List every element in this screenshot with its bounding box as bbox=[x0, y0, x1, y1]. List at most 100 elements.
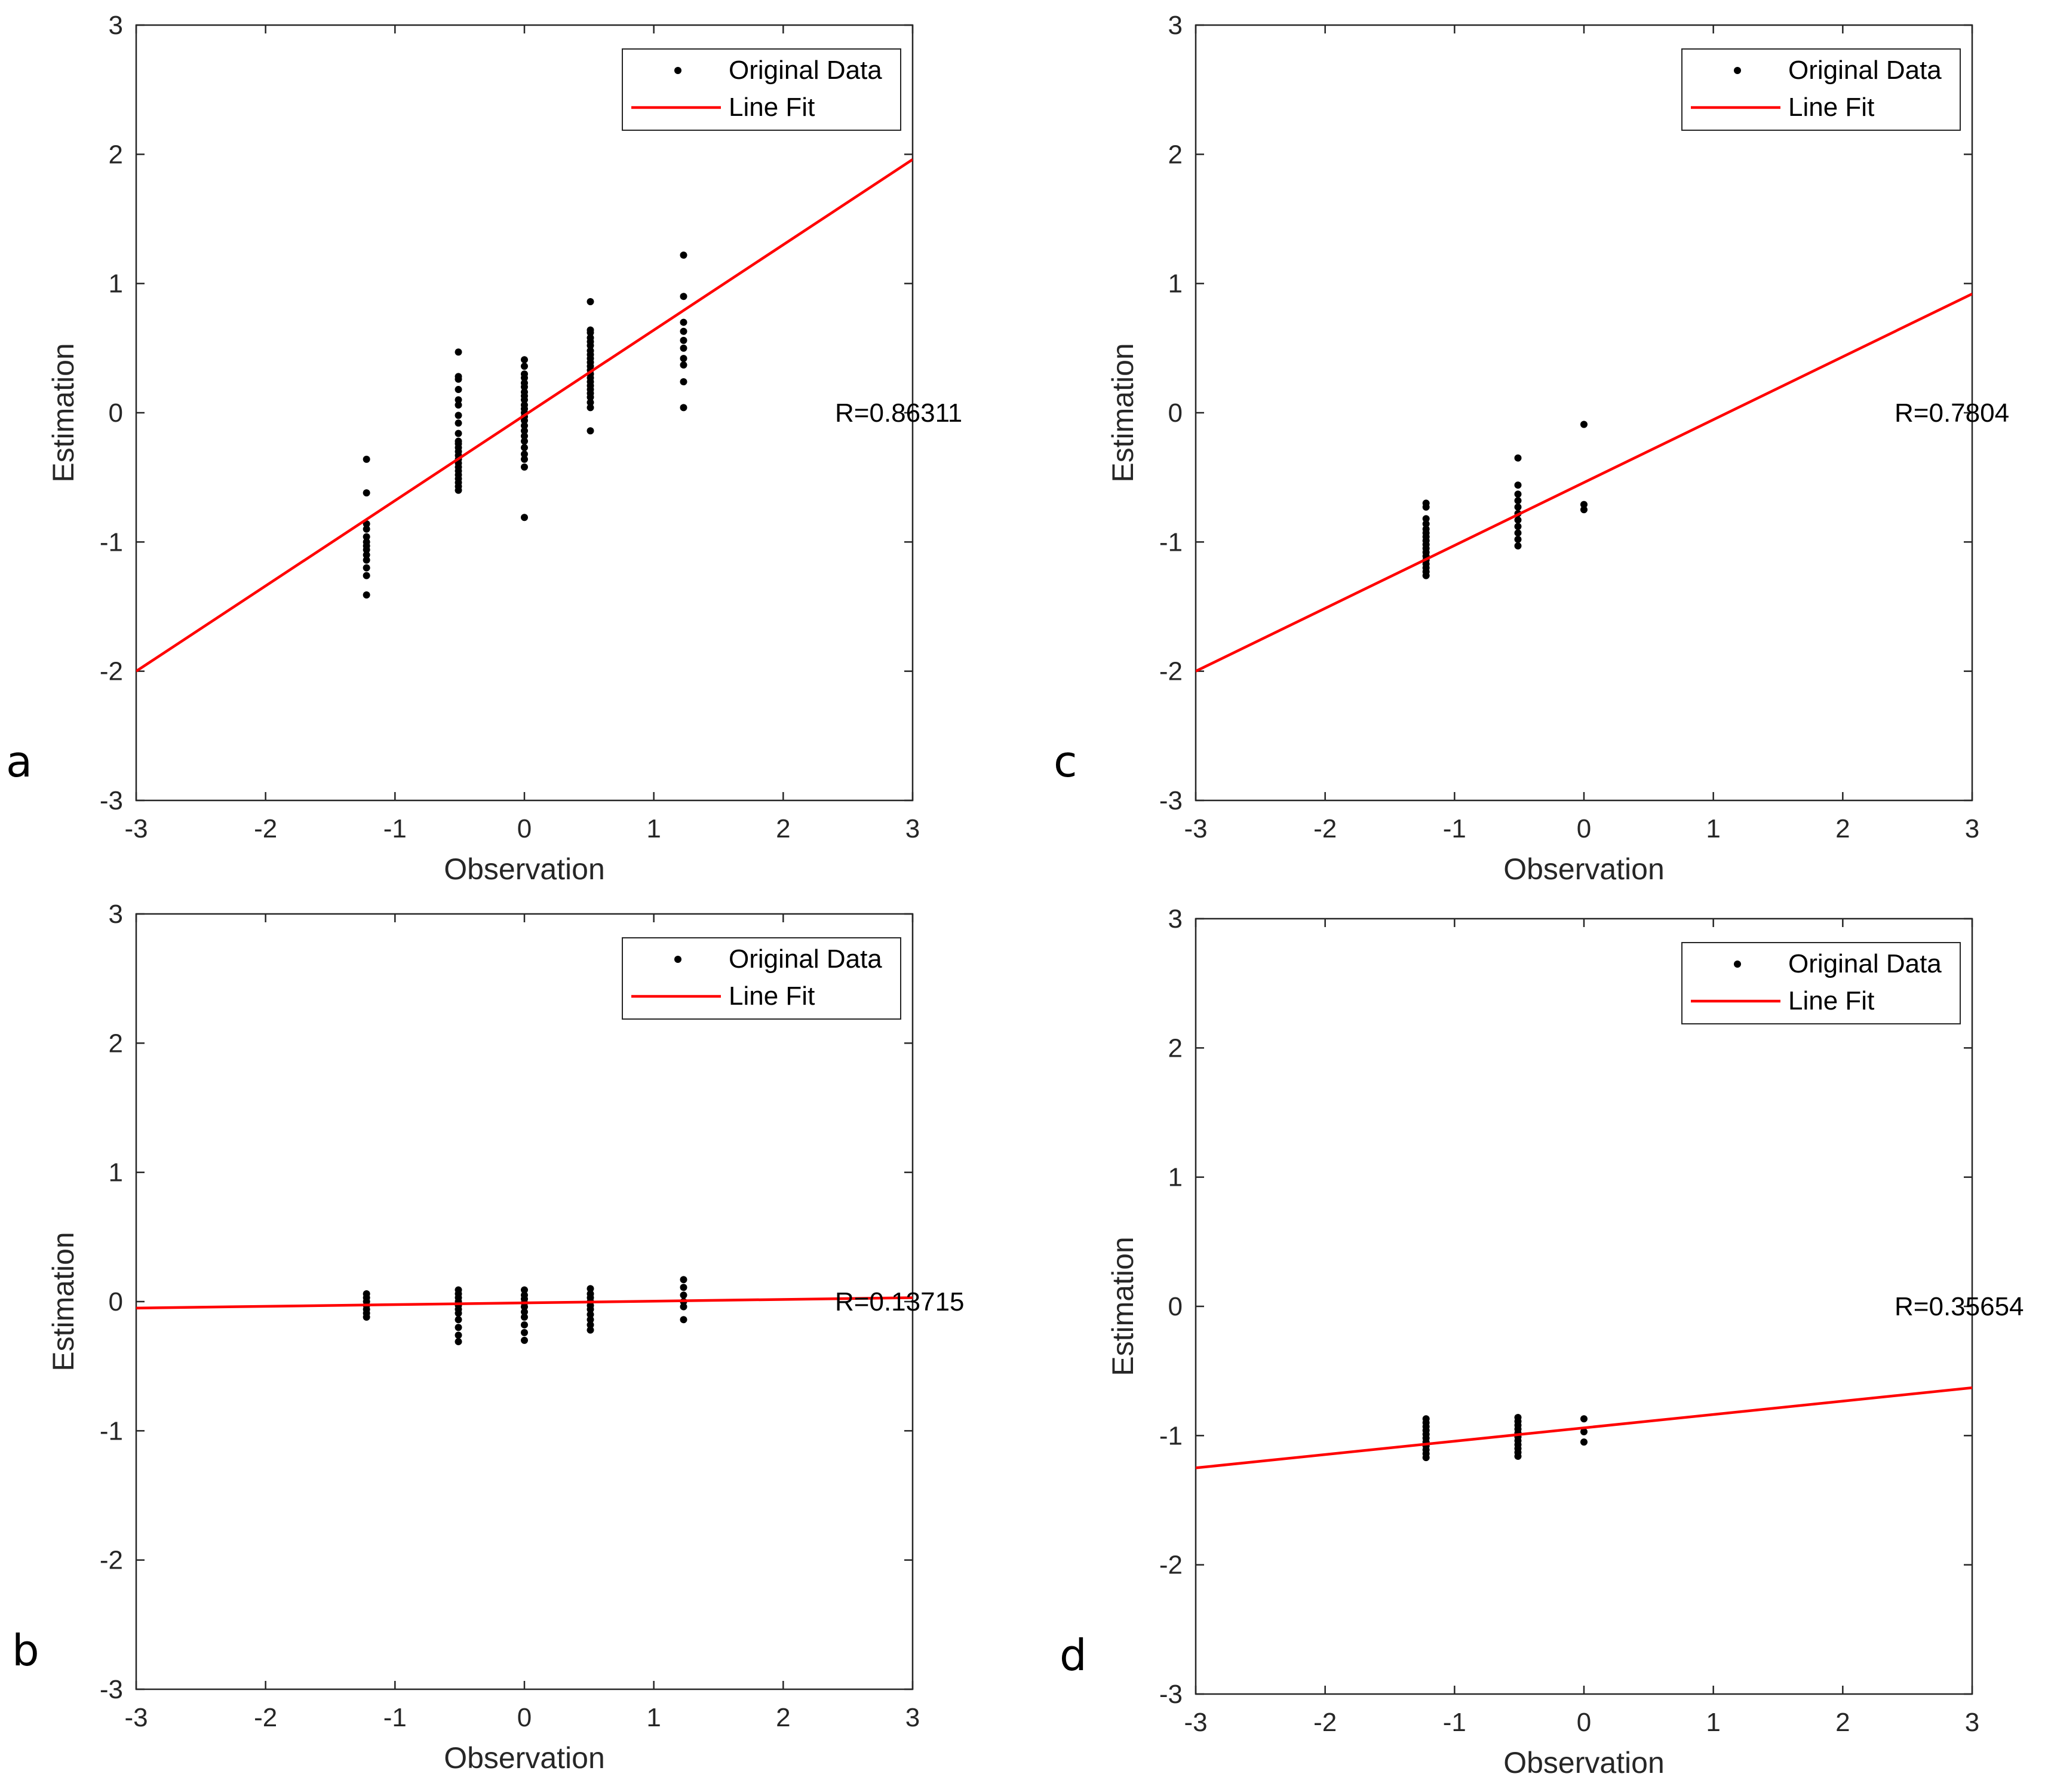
legend-label-original-data: Original Data bbox=[729, 56, 882, 85]
legend-label-original-data: Original Data bbox=[729, 944, 882, 974]
data-point bbox=[363, 564, 370, 572]
data-point bbox=[1515, 497, 1522, 504]
x-tick-label: -1 bbox=[1443, 814, 1466, 843]
panel-a: -3 -2 -1 0 1 2 3 -3 -2 -1 0 1 2 3 Observation Estimatio… bbox=[6, 11, 962, 886]
data-point bbox=[455, 1331, 462, 1339]
x-tick-label: -2 bbox=[1313, 814, 1337, 843]
x-axis-label: Observation bbox=[1503, 852, 1665, 886]
y-tick-label: -1 bbox=[1159, 527, 1183, 557]
panel-d: -3 -2 -1 0 1 2 3 -3 -2 -1 0 1 2 3 Observation Estimatio… bbox=[1060, 904, 2024, 1779]
x-tick-label: -3 bbox=[1184, 814, 1207, 843]
data-point bbox=[1580, 1415, 1588, 1422]
figure-canvas: -3 -2 -1 0 1 2 3 -3 -2 -1 0 1 2 3 Observation Estimatio… bbox=[0, 0, 2051, 1792]
x-tick-label: -2 bbox=[254, 1703, 277, 1732]
legend-label-line-fit: Line Fit bbox=[1788, 986, 1874, 1015]
data-point bbox=[1515, 481, 1522, 489]
y-tick-label: -3 bbox=[1159, 786, 1183, 815]
data-point bbox=[363, 557, 370, 564]
x-tick-label: -3 bbox=[124, 1703, 148, 1732]
data-point bbox=[455, 1309, 462, 1317]
r-value-annotation: R=0.86311 bbox=[835, 398, 962, 428]
panel-letter: d bbox=[1060, 1630, 1087, 1680]
panel-b: -3 -2 -1 0 1 2 3-3-2-10123ObservationEstimatio… bbox=[12, 900, 965, 1775]
data-point bbox=[1515, 542, 1522, 550]
data-point bbox=[680, 251, 687, 259]
legend-label-original-data: Original Data bbox=[1788, 56, 1942, 85]
data-point bbox=[521, 356, 528, 363]
data-point bbox=[1423, 1454, 1430, 1461]
data-point bbox=[680, 1303, 687, 1311]
y-tick-label: -3 bbox=[100, 786, 123, 815]
y-tick-label: 2 bbox=[109, 140, 123, 169]
x-tick-label: 2 bbox=[776, 814, 790, 843]
x-axis-label: Observation bbox=[1503, 1746, 1665, 1779]
data-point bbox=[521, 456, 528, 463]
data-point bbox=[455, 1324, 462, 1331]
x-tick-label: -3 bbox=[1184, 1708, 1207, 1737]
data-point bbox=[587, 404, 594, 411]
y-tick-label: -2 bbox=[100, 1546, 123, 1575]
legend-label-original-data: Original Data bbox=[1788, 949, 1942, 978]
data-point bbox=[680, 1316, 687, 1323]
x-axis-label: Observation bbox=[444, 852, 605, 886]
x-tick-label: 0 bbox=[517, 814, 532, 843]
x-axis-label: Observation bbox=[444, 1741, 605, 1775]
legend: Original Data Line Fit bbox=[622, 938, 901, 1019]
x-tick-label: 3 bbox=[905, 1703, 920, 1732]
y-tick-label: -3 bbox=[1159, 1680, 1183, 1709]
data-point bbox=[1580, 1438, 1588, 1446]
data-point bbox=[680, 319, 687, 326]
x-tick-label: -1 bbox=[383, 1703, 407, 1732]
panel-c: -3 -2 -1 0 1 2 3 -3 -2 -1 0 1 2 3 Observation Estimatio… bbox=[1054, 11, 2009, 886]
y-tick-label: 0 bbox=[109, 398, 123, 428]
data-point bbox=[1580, 421, 1588, 428]
legend-label-line-fit: Line Fit bbox=[729, 981, 815, 1011]
x-tick-label: 2 bbox=[776, 1703, 790, 1732]
data-point bbox=[1515, 517, 1522, 524]
data-point bbox=[1515, 504, 1522, 511]
data-point bbox=[363, 526, 370, 533]
data-point bbox=[521, 363, 528, 370]
x-tick-label: 3 bbox=[905, 814, 920, 843]
data-point bbox=[363, 489, 370, 496]
data-point bbox=[455, 386, 462, 393]
data-point bbox=[680, 345, 687, 352]
data-point bbox=[680, 404, 687, 411]
y-tick-label: 0 bbox=[109, 1287, 123, 1317]
panel-letter: b bbox=[12, 1625, 39, 1676]
data-point bbox=[455, 419, 462, 426]
y-tick-label: 2 bbox=[1168, 1033, 1183, 1063]
data-point bbox=[587, 1327, 594, 1334]
data-point bbox=[1515, 455, 1522, 462]
x-tick-label: 1 bbox=[1706, 814, 1720, 843]
data-point bbox=[521, 444, 528, 451]
data-point bbox=[521, 514, 528, 521]
legend: Original Data Line Fit bbox=[622, 49, 901, 130]
legend-marker-points bbox=[674, 956, 681, 963]
y-tick-label: -2 bbox=[1159, 1551, 1183, 1580]
y-axis-label: Estimation bbox=[47, 343, 80, 482]
data-point bbox=[1515, 536, 1522, 543]
y-tick-label: 2 bbox=[1168, 140, 1183, 169]
data-point bbox=[680, 1276, 687, 1283]
y-tick-label: -2 bbox=[1159, 657, 1183, 686]
data-point bbox=[521, 1314, 528, 1321]
data-point bbox=[1423, 504, 1430, 511]
data-point bbox=[680, 1284, 687, 1291]
data-point bbox=[363, 1314, 370, 1321]
data-point bbox=[521, 1329, 528, 1336]
data-point bbox=[1423, 572, 1430, 579]
y-tick-label: -3 bbox=[100, 1675, 123, 1704]
x-tick-label: -2 bbox=[1313, 1708, 1337, 1737]
y-tick-label: -2 bbox=[100, 657, 123, 686]
data-point bbox=[1515, 1453, 1522, 1460]
y-tick-label: 0 bbox=[1168, 398, 1183, 428]
data-point bbox=[455, 412, 462, 419]
panel-letter: c bbox=[1054, 737, 1077, 787]
legend: Original Data Line Fit bbox=[1682, 49, 1960, 130]
x-tick-label: 0 bbox=[517, 1703, 532, 1732]
data-point bbox=[521, 438, 528, 445]
data-point bbox=[363, 572, 370, 579]
data-point bbox=[1515, 523, 1522, 530]
y-tick-label: 1 bbox=[1168, 1163, 1183, 1192]
